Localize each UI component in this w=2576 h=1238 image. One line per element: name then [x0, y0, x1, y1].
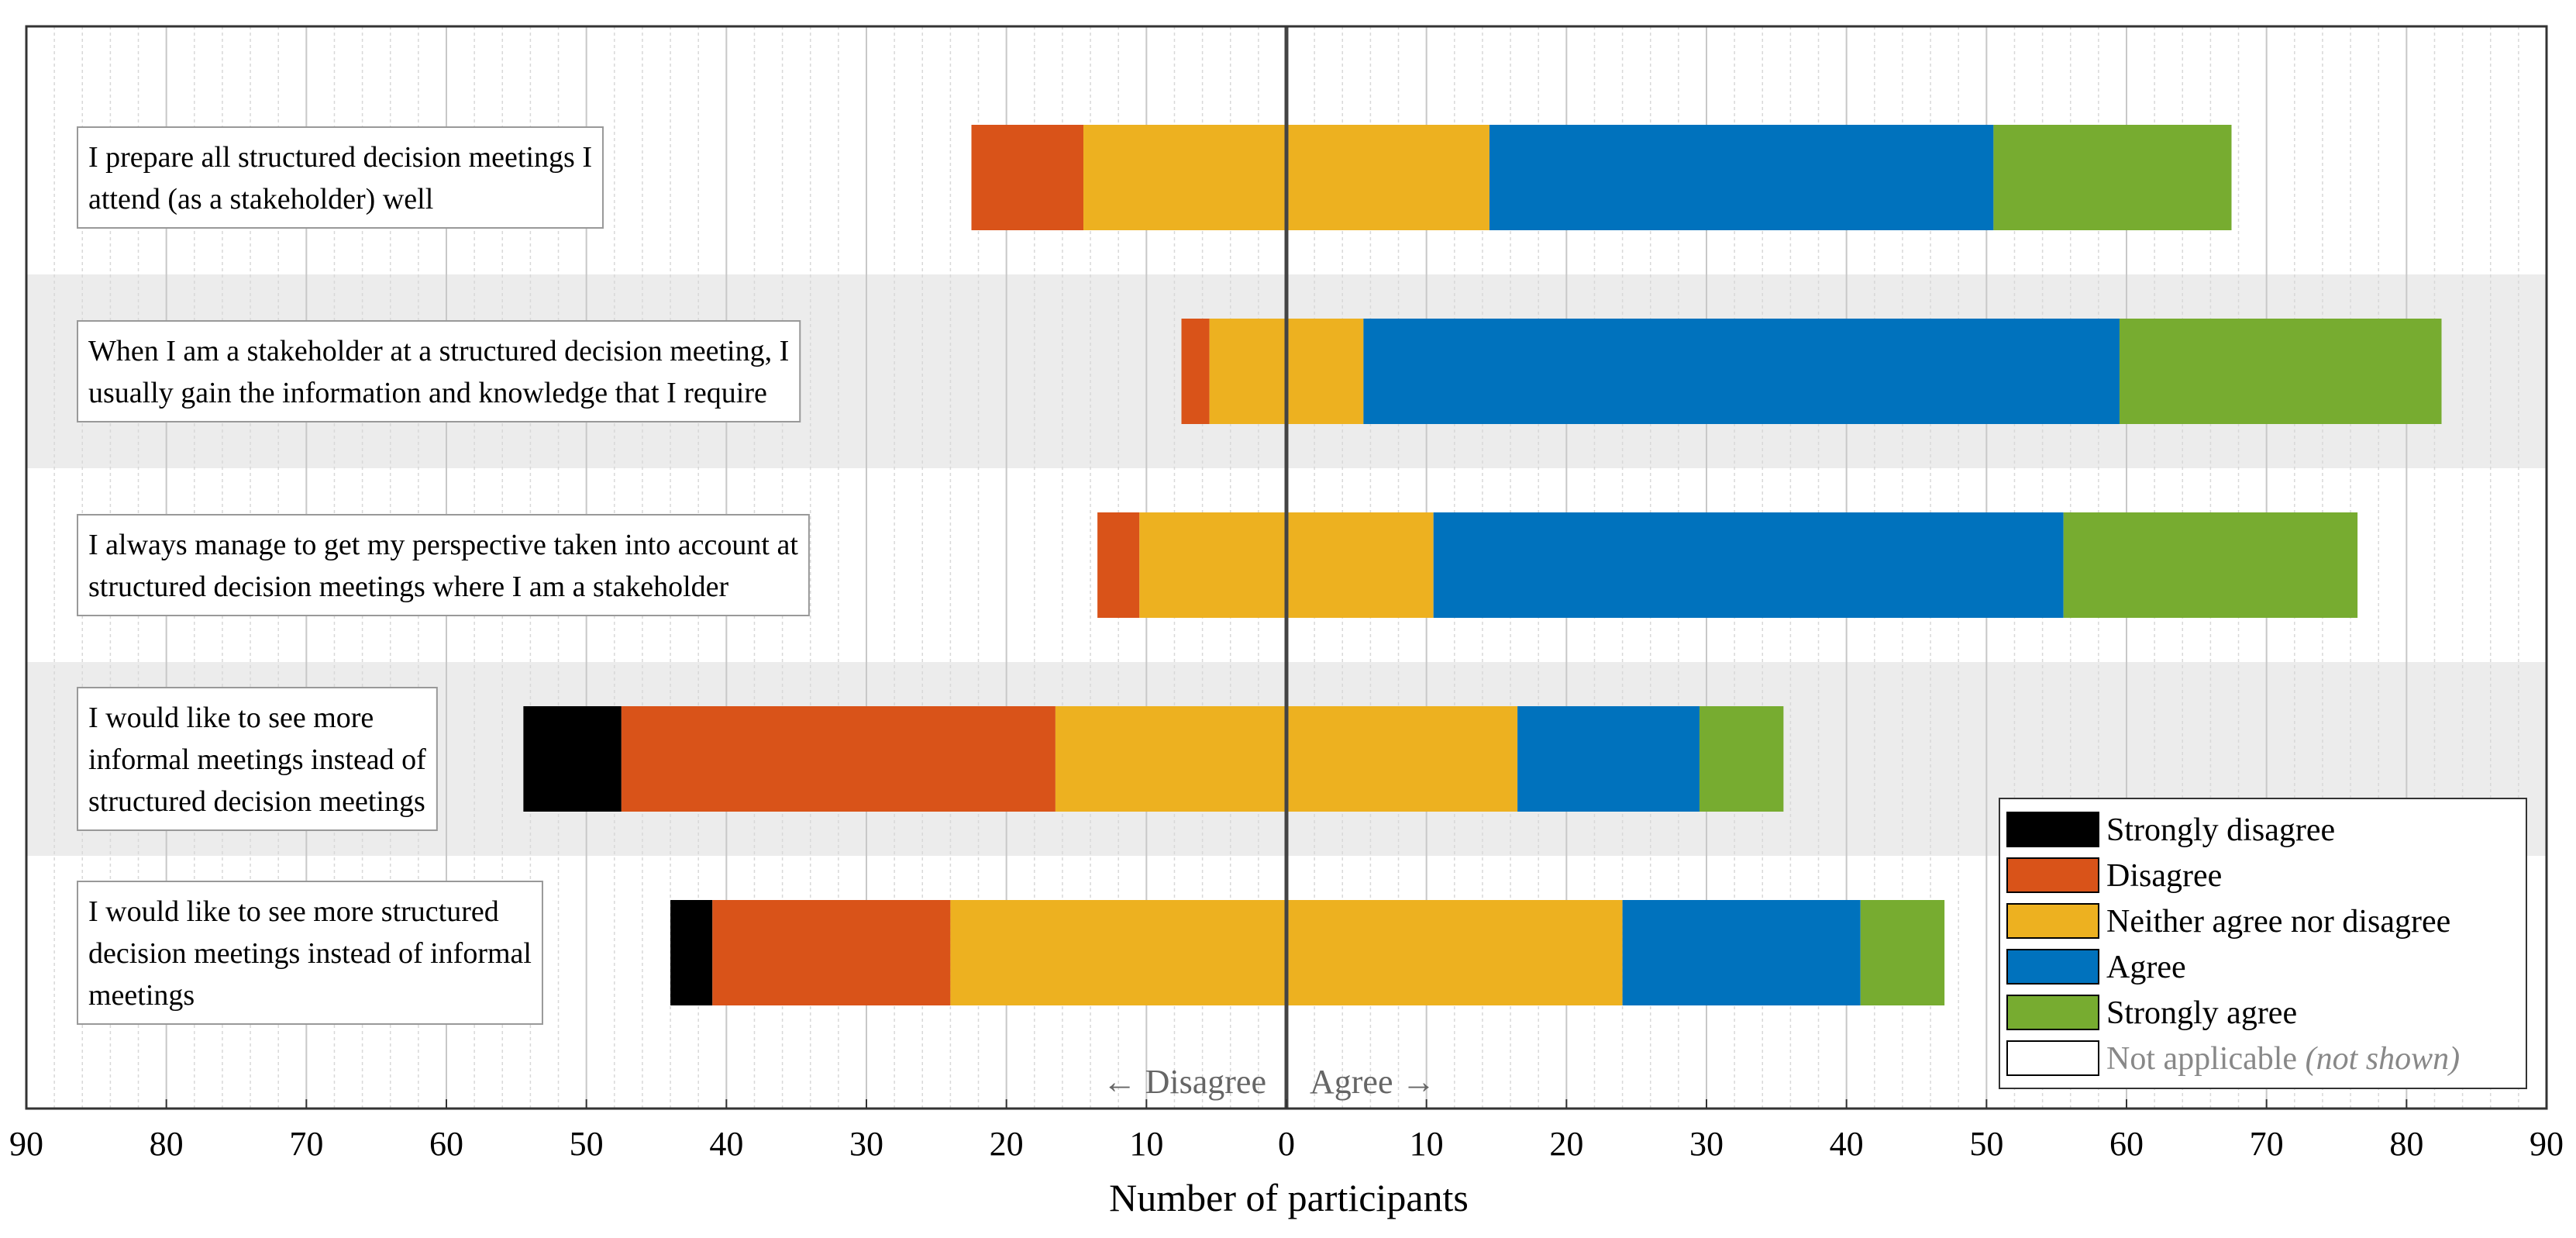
- x-tick-label: 30: [1689, 1125, 1724, 1163]
- x-tick-label: 90: [2530, 1125, 2564, 1163]
- x-tick-label: 20: [990, 1125, 1024, 1163]
- bar-agree: [1489, 125, 1994, 230]
- legend: Strongly disagree Disagree Neither agree n…: [1999, 798, 2527, 1089]
- legend-swatch: [2006, 949, 2099, 985]
- statement-label: I would like to see more informal meeting…: [77, 687, 438, 831]
- bar-disagree: [712, 900, 951, 1005]
- legend-swatch: [2006, 903, 2099, 939]
- bar-agree: [1517, 706, 1700, 812]
- statement-label-box: [77, 126, 604, 229]
- statement-label-line: decision meetings instead of informal: [88, 937, 532, 970]
- statement-label-box: [77, 881, 543, 1025]
- x-tick-label: 10: [1129, 1125, 1163, 1163]
- statement-label-line: structured decision meetings: [88, 785, 425, 818]
- legend-item: Strongly agree: [2006, 995, 2297, 1031]
- statement-label-line: attend (as a stakeholder) well: [88, 183, 433, 216]
- legend-label: Disagree: [2106, 858, 2222, 894]
- x-tick-label: 50: [570, 1125, 604, 1163]
- legend-label: Not applicable (not shown): [2106, 1041, 2460, 1077]
- bar-strongly-agree: [2119, 319, 2442, 424]
- statement-label-line: I always manage to get my perspective ta…: [88, 529, 798, 561]
- statement-label-line: I would like to see more structured: [88, 895, 499, 928]
- x-tick-label: 20: [1549, 1125, 1583, 1163]
- legend-swatch: [2006, 995, 2099, 1030]
- statement-label-line: I prepare all structured decision meetin…: [88, 141, 592, 174]
- bar-agree: [1622, 900, 1861, 1005]
- direction-label-disagree: ← Disagree: [1103, 1063, 1266, 1101]
- statement-label-line: When I am a stakeholder at a structured …: [88, 335, 789, 367]
- bar-disagree: [1097, 512, 1140, 618]
- statement-label: I always manage to get my perspective ta…: [77, 514, 810, 616]
- x-axis-title: Number of participants: [1109, 1176, 1469, 1219]
- legend-item: Disagree: [2006, 857, 2222, 894]
- statement-label-box: [77, 320, 801, 422]
- bar-agree: [1433, 512, 2064, 618]
- statement-labels: I prepare all structured decision meetin…: [77, 126, 810, 1025]
- direction-label-agree: Agree →: [1310, 1063, 1436, 1101]
- statement-label-line: meetings: [88, 979, 195, 1012]
- statement-label-line: I would like to see more: [88, 702, 374, 734]
- x-tick-label: 40: [1830, 1125, 1864, 1163]
- bar-strongly-agree: [1993, 125, 2232, 230]
- bar-strongly-agree: [1699, 706, 1784, 812]
- bar-strongly-agree: [1860, 900, 1945, 1005]
- legend-label: Strongly disagree: [2106, 812, 2335, 848]
- legend-item: Agree: [2006, 949, 2186, 985]
- x-axis-ticks: 90 80 70 60 50 40 30 20 10 0 10 20 30 40 50 60 70 80 90: [9, 1099, 2564, 1163]
- legend-label: Strongly agree: [2106, 995, 2297, 1031]
- bar-strongly-disagree: [670, 900, 713, 1005]
- x-tick-label: 70: [2250, 1125, 2284, 1163]
- bar-strongly-agree: [2063, 512, 2358, 618]
- x-tick-label: 50: [1969, 1125, 2003, 1163]
- x-tick-label: 70: [289, 1125, 323, 1163]
- legend-swatch: [2006, 812, 2099, 847]
- statement-label: When I am a stakeholder at a structured …: [77, 320, 801, 422]
- x-tick-label: 60: [2109, 1125, 2144, 1163]
- bar-disagree: [621, 706, 1056, 812]
- bar-disagree: [1181, 319, 1210, 424]
- x-tick-label: 90: [9, 1125, 43, 1163]
- legend-item: Not applicable (not shown): [2006, 1040, 2460, 1077]
- x-tick-label: 10: [1410, 1125, 1444, 1163]
- x-tick-label: 80: [2389, 1125, 2423, 1163]
- legend-label: Neither agree nor disagree: [2106, 904, 2450, 940]
- statement-label-box: [77, 514, 810, 616]
- x-tick-label: 0: [1278, 1125, 1295, 1163]
- statement-label: I prepare all structured decision meetin…: [77, 126, 604, 229]
- x-tick-label: 40: [709, 1125, 743, 1163]
- x-tick-label: 60: [429, 1125, 463, 1163]
- legend-item: Strongly disagree: [2006, 812, 2335, 848]
- x-tick-label: 30: [849, 1125, 883, 1163]
- bar-strongly-disagree: [523, 706, 622, 812]
- statement-label-line: usually gain the information and knowled…: [88, 377, 767, 409]
- legend-label: Agree: [2106, 950, 2186, 985]
- statement-label-box: [77, 687, 438, 831]
- legend-swatch: [2006, 857, 2099, 893]
- statement-label: I would like to see more structured decis…: [77, 881, 543, 1025]
- legend-label-suffix: (not shown): [2297, 1041, 2460, 1077]
- bar-disagree: [971, 125, 1084, 230]
- x-tick-label: 80: [150, 1125, 184, 1163]
- statement-label-line: informal meetings instead of: [88, 743, 426, 776]
- legend-item: Neither agree nor disagree: [2006, 903, 2450, 940]
- bar-agree: [1363, 319, 2120, 424]
- legend-swatch: [2006, 1040, 2099, 1076]
- statement-label-line: structured decision meetings where I am …: [88, 571, 729, 603]
